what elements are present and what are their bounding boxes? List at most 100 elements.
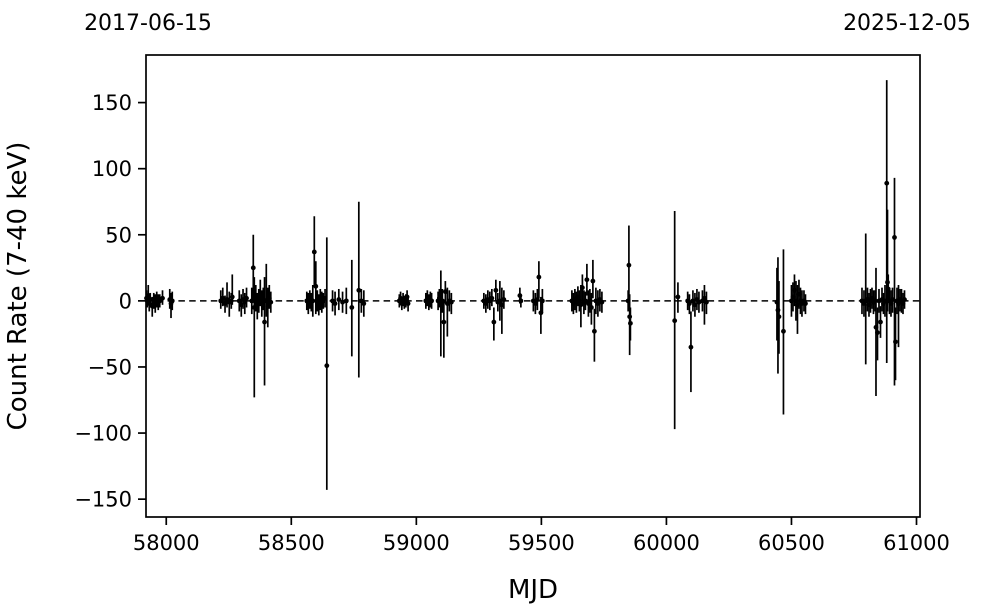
data-point (704, 299, 709, 305)
data-point (875, 330, 880, 335)
data-point (532, 301, 538, 306)
data-point (489, 295, 495, 301)
data-point (595, 301, 601, 306)
data-point (584, 277, 590, 283)
data-point (892, 235, 897, 240)
y-tick-label: 100 (92, 157, 132, 181)
data-point (220, 295, 226, 301)
data-point (343, 298, 349, 304)
data-point (628, 320, 633, 326)
data-point (774, 299, 780, 305)
data-point (311, 249, 317, 255)
data-point (222, 301, 228, 306)
start-date-label: 2017-06-15 (84, 11, 212, 36)
data-point (893, 339, 898, 345)
data-point (885, 279, 890, 285)
axes-frame (145, 54, 921, 518)
data-point (499, 302, 505, 308)
data-point (625, 298, 631, 304)
x-tick-label: 61000 (883, 531, 950, 555)
y-axis-label: Count Rate (7-40 keV) (3, 142, 33, 431)
data-point (882, 298, 888, 304)
x-tick-label: 60500 (758, 531, 825, 555)
data-point (789, 298, 794, 304)
data-point (250, 265, 256, 271)
x-axis-ticks: 58000 58500 59000 59500 60000 60500 61000 (133, 517, 950, 555)
data-point (576, 298, 582, 304)
data-point (866, 302, 872, 308)
data-point (792, 287, 797, 293)
data-point (236, 298, 242, 304)
data-points (144, 180, 907, 369)
data-point (259, 301, 265, 306)
data-point (310, 298, 316, 304)
y-tick-label: 0 (119, 289, 132, 313)
data-point (627, 314, 633, 320)
data-point (776, 314, 782, 320)
y-tick-label: 150 (92, 91, 132, 115)
data-point (404, 294, 410, 300)
y-tick-label: −100 (74, 422, 132, 446)
data-point (539, 298, 545, 304)
data-point (888, 301, 894, 306)
data-point (518, 298, 524, 304)
data-point (254, 302, 260, 308)
data-point (873, 324, 879, 330)
data-point (336, 297, 342, 302)
data-point (781, 328, 786, 334)
data-point (266, 295, 272, 301)
data-point (900, 301, 906, 306)
data-point (796, 291, 802, 297)
data-point (690, 298, 696, 304)
x-tick-label: 58000 (133, 531, 200, 555)
data-point (884, 180, 890, 186)
data-point (902, 297, 907, 302)
data-point (538, 310, 544, 316)
data-point (169, 298, 175, 304)
x-axis-label: MJD (508, 575, 558, 605)
y-axis-ticks: 150 100 50 0 −50 −100 −150 (74, 91, 146, 512)
data-point (878, 319, 883, 325)
data-point (575, 294, 581, 300)
data-point (322, 295, 328, 301)
data-point (775, 307, 781, 313)
data-point (599, 299, 605, 305)
data-point (439, 298, 445, 304)
data-point (692, 302, 698, 308)
data-point (872, 298, 878, 304)
data-point (790, 294, 796, 300)
x-tick-label: 60000 (633, 531, 700, 555)
data-point (501, 297, 507, 302)
data-point (493, 287, 499, 293)
x-tick-label: 59000 (383, 531, 450, 555)
data-point (356, 287, 362, 293)
data-point (591, 328, 597, 334)
y-tick-label: −150 (74, 488, 132, 512)
y-tick-label: 50 (105, 223, 132, 247)
data-point (238, 302, 244, 308)
data-point (588, 305, 594, 310)
data-point (257, 293, 263, 298)
y-tick-label: −50 (88, 355, 132, 379)
data-point (687, 301, 692, 306)
data-point (579, 285, 585, 291)
data-point (672, 318, 678, 324)
data-point (590, 278, 596, 284)
data-point (626, 262, 632, 268)
data-point (675, 294, 681, 300)
data-point (332, 301, 338, 306)
data-point (145, 293, 151, 298)
data-point (313, 283, 319, 289)
data-point (442, 289, 448, 295)
x-tick-label: 58500 (258, 531, 325, 555)
data-point (536, 274, 542, 280)
data-point (242, 299, 248, 305)
x-tick-label: 59500 (508, 531, 575, 555)
data-point (340, 299, 345, 305)
end-date-label: 2025-12-05 (843, 11, 971, 36)
data-point (349, 305, 355, 310)
data-point (324, 363, 330, 369)
data-point (405, 301, 411, 306)
